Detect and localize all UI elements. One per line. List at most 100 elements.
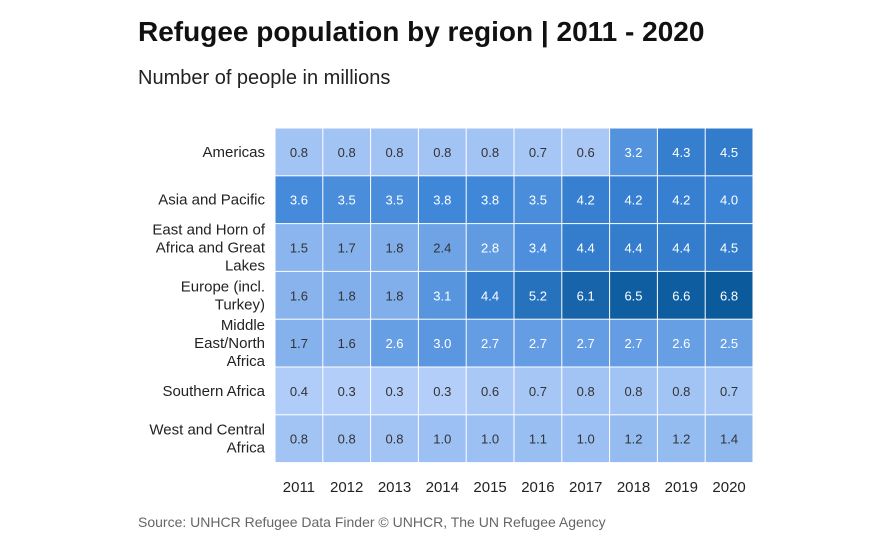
heatmap-cell bbox=[466, 224, 514, 271]
cell-value-label: 1.0 bbox=[481, 432, 499, 447]
heatmap-cell bbox=[610, 128, 657, 176]
cell-value-label: 0.8 bbox=[385, 432, 403, 447]
cell-value-label: 0.8 bbox=[338, 432, 356, 447]
heatmap-cell bbox=[657, 271, 705, 319]
cell-value-label: 2.6 bbox=[672, 336, 690, 351]
column-label: 2012 bbox=[330, 479, 363, 496]
cell-value-label: 2.7 bbox=[577, 336, 595, 351]
row-label: Southern Africa bbox=[162, 383, 265, 400]
column-label: 2011 bbox=[283, 479, 315, 496]
cell-value-label: 3.1 bbox=[433, 288, 451, 303]
heatmap-cell bbox=[705, 415, 753, 463]
column-label: 2014 bbox=[426, 479, 459, 496]
heatmap-cell bbox=[705, 176, 753, 224]
heatmap-cell bbox=[514, 224, 562, 271]
heatmap-cell bbox=[466, 415, 514, 463]
cell-value-label: 6.8 bbox=[720, 288, 738, 303]
cell-value-label: 3.4 bbox=[529, 241, 547, 256]
cell-value-label: 5.2 bbox=[529, 288, 547, 303]
cell-value-label: 3.5 bbox=[338, 193, 356, 208]
heatmap-cell bbox=[514, 128, 562, 176]
heatmap-cell bbox=[418, 224, 466, 271]
cell-value-label: 2.7 bbox=[529, 336, 547, 351]
heatmap-cell bbox=[275, 367, 323, 415]
heatmap-cell bbox=[610, 367, 657, 415]
heatmap-cell bbox=[514, 176, 562, 224]
cell-value-label: 4.2 bbox=[624, 193, 642, 208]
heatmap-cell bbox=[323, 367, 371, 415]
cell-value-label: 0.6 bbox=[481, 384, 499, 399]
cell-value-label: 1.4 bbox=[720, 432, 738, 447]
cell-value-label: 6.5 bbox=[624, 288, 642, 303]
column-label: 2018 bbox=[617, 479, 650, 496]
cell-value-label: 1.8 bbox=[385, 241, 403, 256]
row-label: East and Horn of Africa and Great Lakes bbox=[152, 222, 265, 275]
heatmap-cell bbox=[705, 224, 753, 271]
heatmap-cell bbox=[705, 367, 753, 415]
heatmap-cell bbox=[371, 319, 418, 367]
cell-value-label: 1.2 bbox=[624, 432, 642, 447]
heatmap-cell bbox=[418, 319, 466, 367]
cell-value-label: 4.4 bbox=[481, 288, 499, 303]
cell-value-label: 1.0 bbox=[577, 432, 595, 447]
heatmap-cell bbox=[514, 367, 562, 415]
heatmap-cell bbox=[657, 367, 705, 415]
heatmap-cell bbox=[275, 176, 323, 224]
cell-value-label: 2.5 bbox=[720, 336, 738, 351]
cell-value-label: 3.8 bbox=[433, 193, 451, 208]
cell-value-label: 0.8 bbox=[290, 432, 308, 447]
cell-value-label: 0.8 bbox=[481, 145, 499, 160]
heatmap-cell bbox=[371, 415, 418, 463]
heatmap-cell bbox=[657, 415, 705, 463]
row-label: Europe (incl. Turkey) bbox=[181, 278, 265, 313]
cell-value-label: 0.3 bbox=[433, 384, 451, 399]
heatmap-cell bbox=[466, 271, 514, 319]
cell-value-label: 2.4 bbox=[433, 241, 451, 256]
cell-value-label: 4.5 bbox=[720, 145, 738, 160]
row-label: West and Central Africa bbox=[149, 422, 265, 457]
heatmap-cell bbox=[610, 415, 657, 463]
cell-value-label: 1.7 bbox=[338, 241, 356, 256]
heatmap-cell bbox=[275, 415, 323, 463]
cell-value-label: 0.8 bbox=[577, 384, 595, 399]
cell-value-label: 4.4 bbox=[577, 241, 595, 256]
cell-value-label: 4.5 bbox=[720, 241, 738, 256]
heatmap-cell bbox=[657, 176, 705, 224]
cell-value-label: 1.6 bbox=[290, 288, 308, 303]
row-label: Asia and Pacific bbox=[158, 192, 265, 209]
cell-value-label: 4.0 bbox=[720, 193, 738, 208]
heatmap-cell bbox=[514, 319, 562, 367]
source-note: Source: UNHCR Refugee Data Finder © UNHC… bbox=[138, 514, 606, 530]
cell-value-label: 1.2 bbox=[672, 432, 690, 447]
column-label: 2015 bbox=[473, 479, 506, 496]
heatmap-cell bbox=[562, 271, 610, 319]
heatmap-cell bbox=[275, 128, 323, 176]
heatmap-cell bbox=[323, 271, 371, 319]
cell-value-label: 0.7 bbox=[529, 384, 547, 399]
cell-value-label: 0.8 bbox=[624, 384, 642, 399]
heatmap-cell bbox=[418, 415, 466, 463]
row-label: Middle East/North Africa bbox=[194, 317, 266, 370]
cell-value-label: 1.1 bbox=[529, 432, 547, 447]
cell-value-label: 0.7 bbox=[529, 145, 547, 160]
chart-title: Refugee population by region | 2011 - 20… bbox=[138, 16, 705, 47]
heatmap-cell bbox=[371, 128, 418, 176]
heatmap-cell bbox=[371, 224, 418, 271]
cell-value-label: 3.5 bbox=[529, 193, 547, 208]
cell-value-label: 1.0 bbox=[433, 432, 451, 447]
heatmap-cell bbox=[610, 224, 657, 271]
heatmap-cell bbox=[514, 415, 562, 463]
heatmap-cell bbox=[657, 128, 705, 176]
heatmap-cell bbox=[562, 128, 610, 176]
heatmap-cell bbox=[562, 224, 610, 271]
cell-value-label: 0.8 bbox=[385, 145, 403, 160]
heatmap-cell bbox=[275, 319, 323, 367]
heatmap-cell bbox=[562, 176, 610, 224]
heatmap-cell bbox=[275, 271, 323, 319]
cell-value-label: 0.8 bbox=[290, 145, 308, 160]
column-label: 2013 bbox=[378, 479, 411, 496]
chart-subtitle: Number of people in millions bbox=[138, 67, 391, 89]
cell-value-label: 2.8 bbox=[481, 241, 499, 256]
heatmap-cell bbox=[610, 319, 657, 367]
